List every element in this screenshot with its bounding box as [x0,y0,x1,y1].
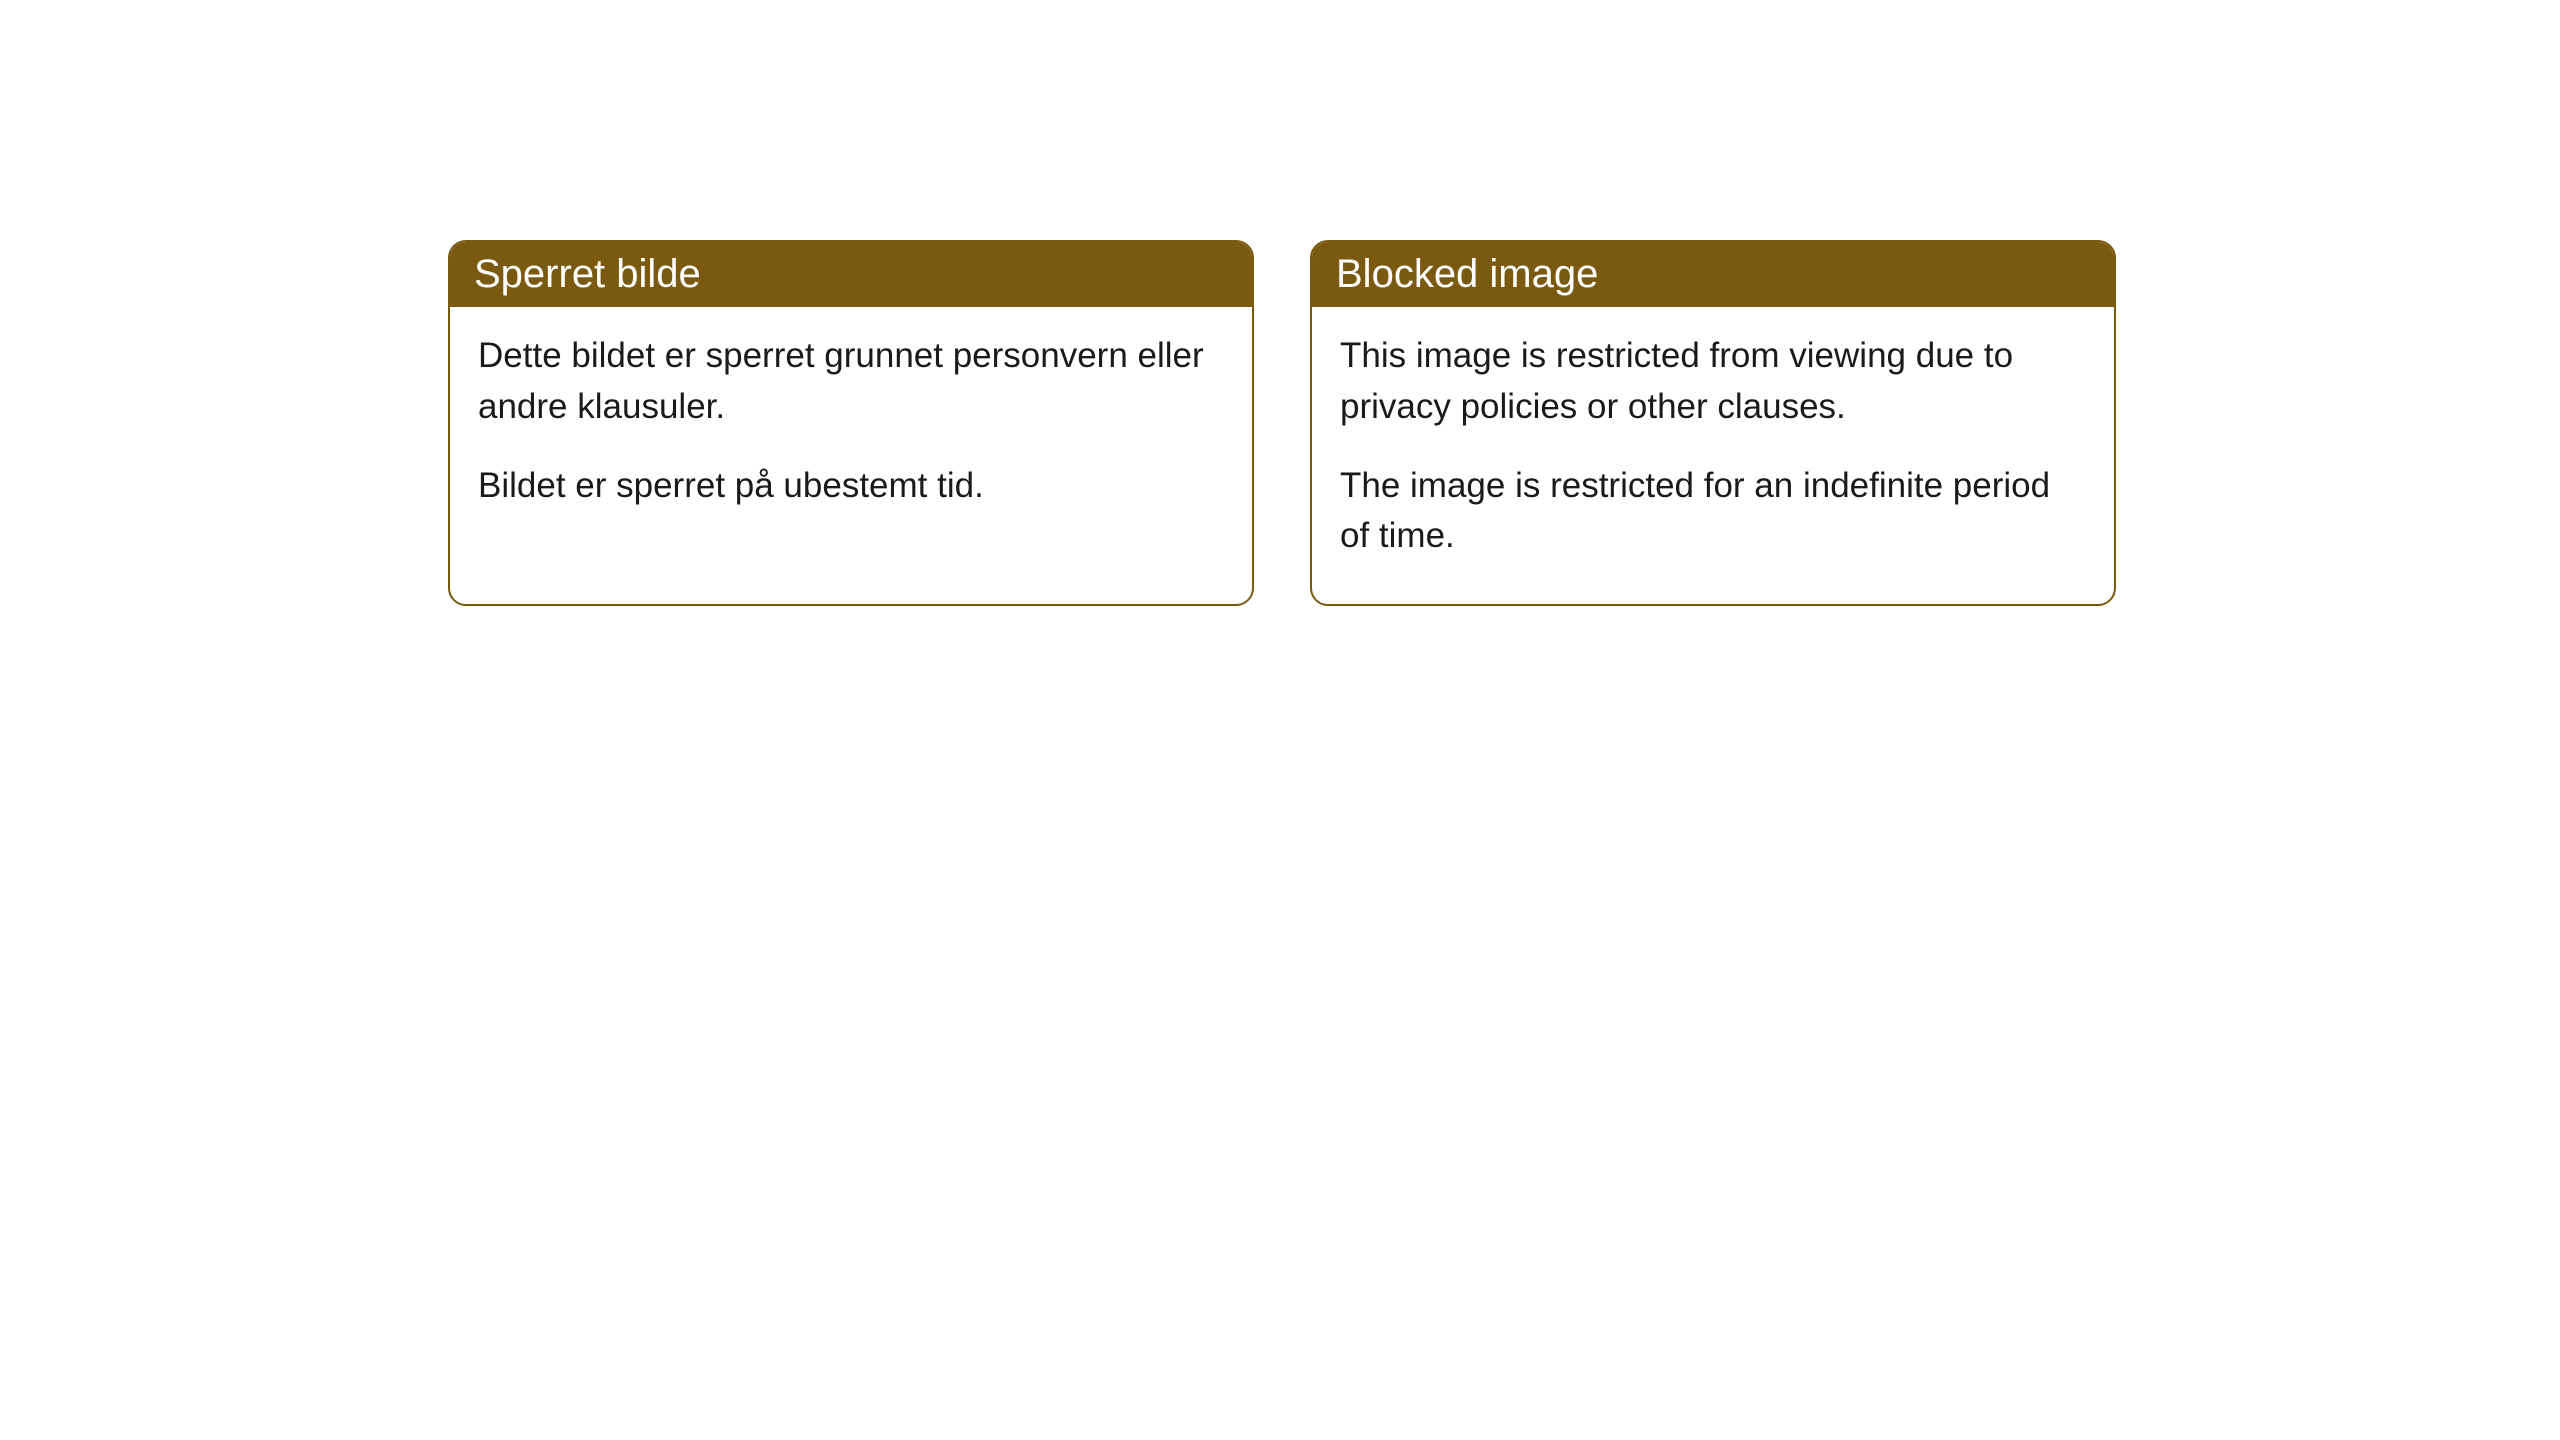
card-body: Dette bildet er sperret grunnet personve… [450,307,1252,553]
card-title: Blocked image [1336,252,1598,296]
card-header: Sperret bilde [450,242,1252,307]
cards-container: Sperret bilde Dette bildet er sperret gr… [0,0,2560,606]
card-paragraph: The image is restricted for an indefinit… [1340,461,2086,563]
blocked-image-card-english: Blocked image This image is restricted f… [1310,240,2116,606]
card-title: Sperret bilde [474,252,701,296]
card-paragraph: Dette bildet er sperret grunnet personve… [478,331,1224,433]
card-body: This image is restricted from viewing du… [1312,307,2114,604]
blocked-image-card-norwegian: Sperret bilde Dette bildet er sperret gr… [448,240,1254,606]
card-paragraph: This image is restricted from viewing du… [1340,331,2086,433]
card-paragraph: Bildet er sperret på ubestemt tid. [478,461,1224,512]
card-header: Blocked image [1312,242,2114,307]
